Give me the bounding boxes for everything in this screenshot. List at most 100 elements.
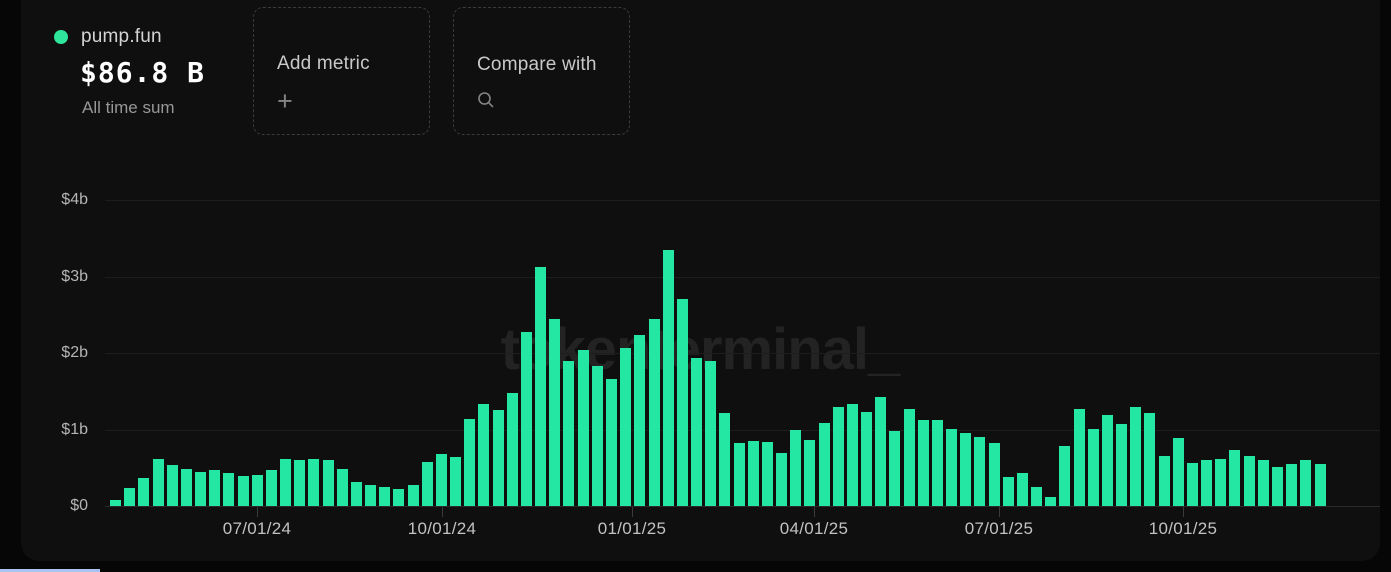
bar[interactable] [917,420,929,506]
bar[interactable] [577,350,589,506]
bar[interactable] [1016,473,1028,506]
bar[interactable] [1243,456,1255,506]
bar[interactable] [152,459,164,506]
x-axis-line [105,506,1380,507]
bar[interactable] [676,299,688,506]
bar[interactable] [818,423,830,506]
bar[interactable] [322,460,334,506]
bar[interactable] [1087,429,1099,506]
bar[interactable] [1144,413,1156,506]
bar[interactable] [1201,460,1213,506]
bar[interactable] [1257,460,1269,506]
bar[interactable] [889,431,901,506]
x-axis-label: 04/01/25 [779,519,849,538]
bar[interactable] [931,420,943,506]
bar[interactable] [124,488,136,506]
bar[interactable] [761,442,773,506]
bar[interactable] [209,470,221,506]
bar[interactable] [591,366,603,506]
bar[interactable] [1215,459,1227,506]
bar[interactable] [846,404,858,506]
bar[interactable] [520,332,532,506]
bar[interactable] [648,319,660,506]
bar[interactable] [407,485,419,506]
bar[interactable] [1073,409,1085,506]
bar[interactable] [620,348,632,506]
bar[interactable] [251,475,263,506]
bar[interactable] [492,410,504,506]
bar[interactable] [166,465,178,506]
bar[interactable] [563,361,575,506]
bar[interactable] [832,407,844,506]
bar[interactable] [1286,464,1298,506]
bar[interactable] [365,485,377,506]
bar[interactable] [1229,450,1241,506]
bar[interactable] [946,429,957,506]
bar[interactable] [1059,446,1071,506]
bar[interactable] [1116,424,1128,506]
bar[interactable] [223,473,235,506]
metric-sublabel: All time sum [82,98,175,117]
bar[interactable] [1300,460,1312,506]
plus-icon: + [277,86,293,116]
bar[interactable] [960,433,972,506]
x-axis-tick [632,507,633,517]
bar[interactable] [1101,415,1113,506]
bar[interactable] [549,319,561,506]
bar[interactable] [138,478,150,506]
bar[interactable] [705,361,717,506]
bar[interactable] [903,409,915,506]
bar[interactable] [308,459,320,506]
bar[interactable] [1031,487,1042,506]
bar[interactable] [110,500,121,506]
bar[interactable] [1271,467,1283,506]
add-metric-button[interactable]: Add metric + [253,7,430,135]
bar[interactable] [435,454,447,506]
bar[interactable] [265,470,277,506]
gridline [105,429,1380,431]
bar[interactable] [1172,438,1184,506]
bar[interactable] [691,358,702,506]
bar[interactable] [974,437,986,506]
bar[interactable] [180,469,192,506]
series-name-label: pump.fun [81,26,162,47]
bar[interactable] [336,469,348,506]
bar[interactable] [634,335,646,506]
bar[interactable] [606,379,617,506]
gridline [105,200,1380,201]
bar[interactable] [1002,477,1014,506]
bar[interactable] [875,397,887,506]
y-axis-label: $0 [70,497,88,514]
bar[interactable] [662,250,674,506]
bar[interactable] [350,482,362,506]
bar[interactable] [535,267,547,506]
bar[interactable] [790,430,802,506]
series-legend[interactable]: pump.fun [54,26,162,48]
bar[interactable] [421,462,433,506]
bar[interactable] [237,476,249,506]
bar[interactable] [464,419,476,506]
bar[interactable] [988,443,1000,506]
x-axis-tick [999,507,1000,517]
bar[interactable] [747,441,759,506]
bar[interactable] [195,472,206,506]
bar[interactable] [733,443,745,506]
bar[interactable] [861,412,872,506]
bar[interactable] [1158,456,1170,506]
bar[interactable] [450,457,462,506]
bar[interactable] [294,460,306,506]
bar[interactable] [1045,497,1057,506]
bar[interactable] [1314,464,1326,506]
bar[interactable] [506,393,518,506]
bar[interactable] [719,413,731,506]
compare-with-button[interactable]: Compare with [453,7,630,135]
bar[interactable] [280,459,291,506]
bar[interactable] [478,404,490,506]
bar[interactable] [1186,463,1198,506]
bar[interactable] [393,489,405,506]
bar[interactable] [804,440,816,506]
bar[interactable] [1130,407,1142,506]
bar[interactable] [379,487,391,506]
horizontal-scrollbar-thumb[interactable] [0,569,100,572]
bar[interactable] [776,453,787,506]
